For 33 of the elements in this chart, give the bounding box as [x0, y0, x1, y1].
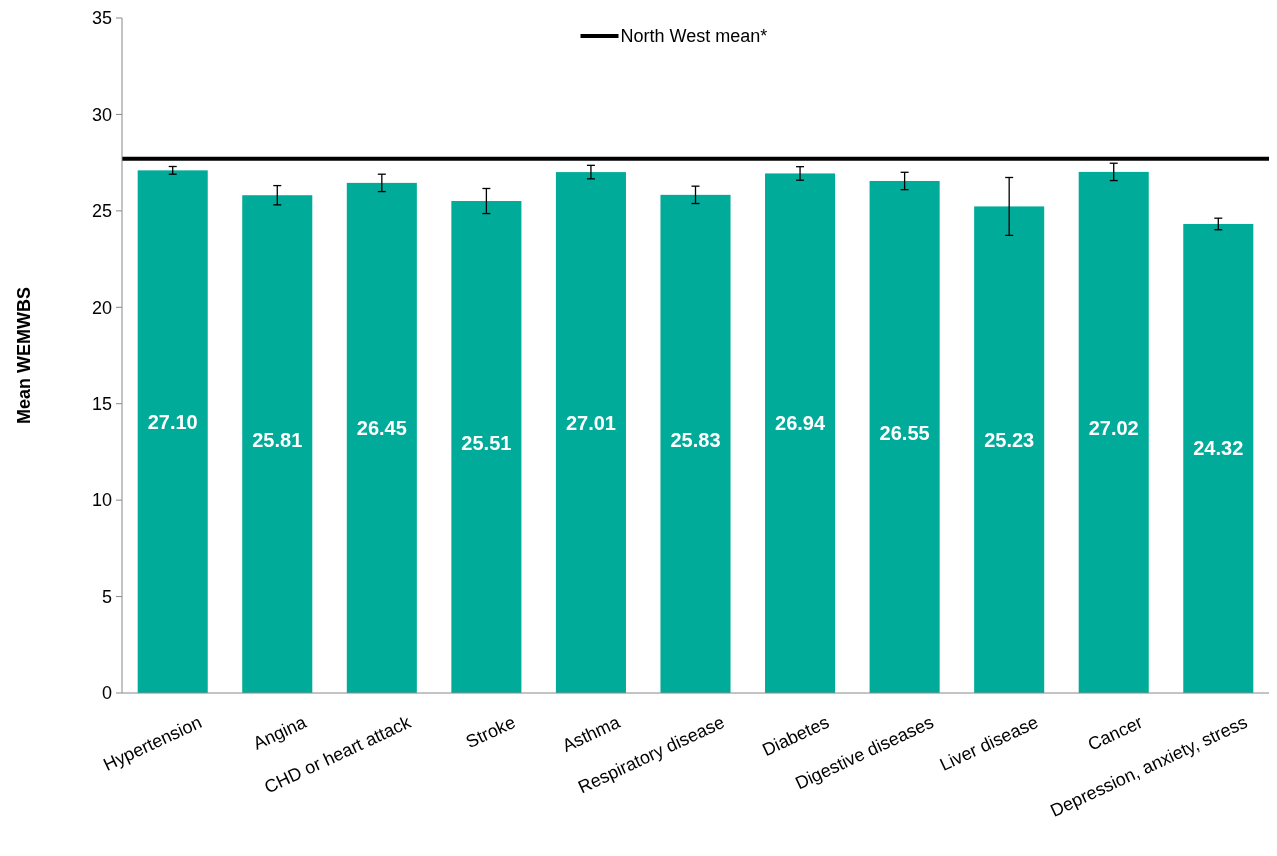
data-label: 27.02 — [1088, 417, 1139, 440]
bar — [765, 173, 836, 693]
bar — [1183, 223, 1254, 693]
y-tick-label: 35 — [91, 8, 112, 29]
data-label: 24.32 — [1193, 437, 1244, 460]
y-axis-title: Mean WEMWBS — [14, 287, 34, 424]
data-label: 26.94 — [775, 412, 826, 435]
y-tick-label: 20 — [91, 297, 112, 318]
bar — [869, 180, 940, 693]
bar — [660, 194, 731, 693]
x-tick-label: Stroke — [462, 711, 519, 753]
data-label: 25.51 — [461, 432, 512, 455]
data-label: 25.81 — [252, 429, 303, 452]
y-tick-label: 10 — [91, 490, 112, 511]
data-label: 25.83 — [670, 428, 721, 451]
data-label: 26.55 — [879, 421, 930, 444]
data-label: 26.45 — [356, 416, 407, 439]
data-label: 25.23 — [984, 428, 1035, 451]
y-tick-label: 5 — [101, 586, 112, 607]
data-label: 27.01 — [565, 411, 616, 434]
bar — [555, 172, 626, 693]
bar — [242, 195, 313, 693]
bar — [451, 201, 522, 693]
data-label: 27.10 — [147, 410, 198, 433]
y-tick-label: 30 — [91, 104, 112, 125]
y-tick-label: 15 — [91, 394, 112, 415]
bar — [137, 170, 208, 693]
y-tick-label: 25 — [91, 201, 112, 222]
bar — [346, 182, 417, 693]
bar — [1078, 171, 1149, 693]
bar — [974, 206, 1045, 693]
y-tick-label: 0 — [101, 683, 112, 704]
legend-label: North West mean* — [620, 26, 768, 47]
